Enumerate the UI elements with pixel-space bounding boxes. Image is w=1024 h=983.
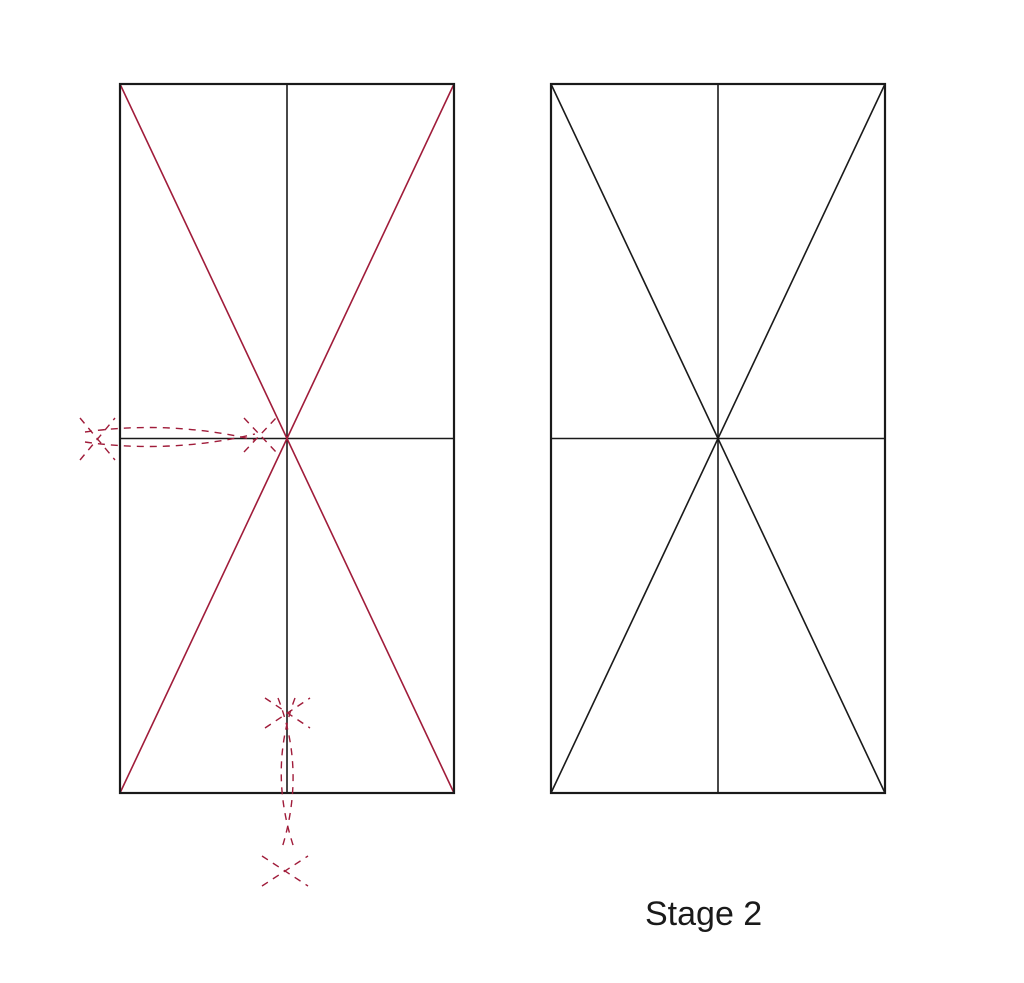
bottom-midpoint-tick-4	[262, 856, 308, 886]
diagram-canvas	[0, 0, 1024, 983]
caption-stage-2: Stage 2	[645, 895, 762, 934]
left-midpoint-tick-2	[80, 418, 115, 460]
bottom-midpoint-arc-1	[278, 698, 293, 848]
bottom-midpoint-arc-2	[281, 698, 295, 848]
left-midpoint-arc-2	[85, 434, 255, 447]
